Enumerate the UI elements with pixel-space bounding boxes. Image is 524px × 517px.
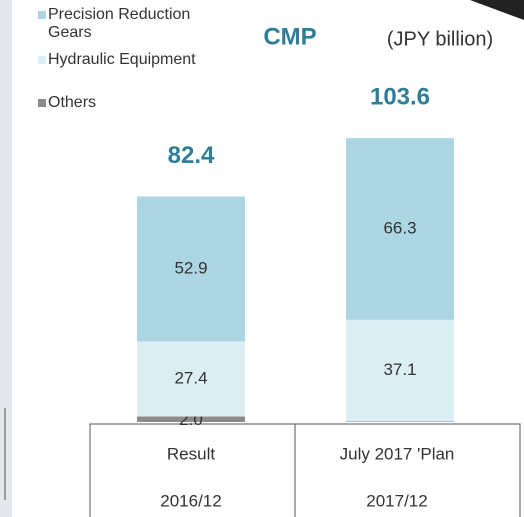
data-label: 37.1 bbox=[383, 360, 416, 379]
legend-entry: Precision Reduction Gears bbox=[38, 6, 218, 42]
data-label: 27.4 bbox=[174, 368, 207, 387]
bar-segment bbox=[137, 341, 245, 417]
legend-swatch bbox=[38, 56, 46, 64]
data-label: 66.3 bbox=[383, 218, 416, 237]
bar-segment bbox=[346, 421, 454, 422]
period-label: 2017/12 bbox=[366, 491, 427, 510]
legend-label: Precision Reduction Gears bbox=[48, 6, 191, 41]
legend-label: Hydraulic Equipment bbox=[48, 51, 196, 68]
table-frame bbox=[89, 423, 521, 517]
total-label: 103.6 bbox=[370, 83, 430, 110]
bar-segment bbox=[137, 416, 245, 422]
corner bbox=[470, 0, 524, 20]
legend-entry: Hydraulic Equipment bbox=[38, 51, 248, 69]
chart-subtitle: (JPY billion) bbox=[387, 28, 493, 50]
legend-swatch bbox=[38, 11, 46, 19]
chart-title: CMP bbox=[263, 23, 316, 50]
bar-segment bbox=[346, 138, 454, 320]
legend-swatch bbox=[38, 99, 46, 107]
legend-label: Others bbox=[48, 94, 97, 111]
total-label: 82.4 bbox=[168, 142, 215, 169]
period-label: 2016/12 bbox=[160, 491, 221, 510]
bar-segment bbox=[137, 196, 245, 342]
data-label: 52.9 bbox=[174, 258, 207, 277]
category-label: July 2017 'Plan bbox=[340, 444, 455, 463]
legend-entry: Others bbox=[38, 94, 248, 112]
side-strip bbox=[0, 0, 12, 517]
bar-segment bbox=[346, 319, 454, 422]
category-label: Result bbox=[167, 444, 215, 463]
